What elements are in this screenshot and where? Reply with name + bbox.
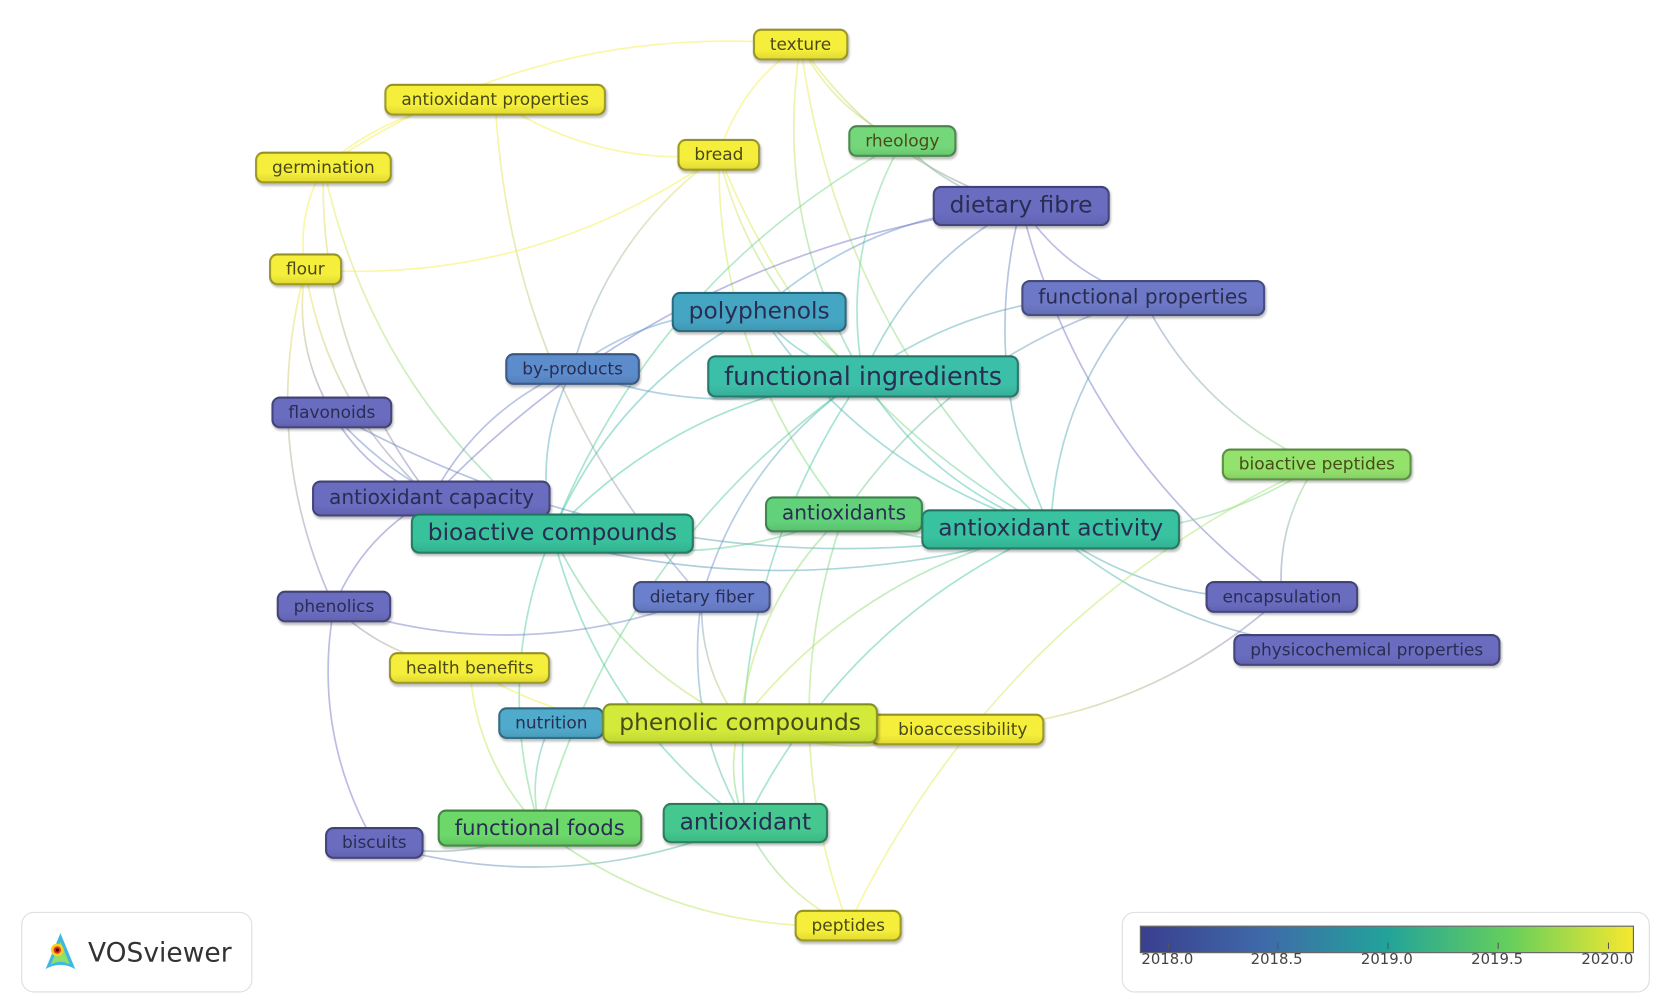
node-functional-foods[interactable]: functional foods xyxy=(437,809,642,847)
link-antioxidant-properties-to-bread xyxy=(494,98,719,158)
node-bioactive-peptides[interactable]: bioactive peptides xyxy=(1221,448,1412,481)
link-flour-to-bread xyxy=(305,154,720,273)
legend-tick: 2018.5 xyxy=(1250,942,1303,969)
link-flavonoids-to-antioxidant-activity xyxy=(331,411,1051,550)
node-nutrition[interactable]: nutrition xyxy=(498,707,605,740)
link-bioactive-compounds-to-functional-foods xyxy=(518,533,554,829)
node-biscuits[interactable]: biscuits xyxy=(325,827,424,859)
link-texture-to-germination xyxy=(322,40,801,169)
link-functional-foods-to-peptides xyxy=(539,827,849,927)
node-antioxidant-properties[interactable]: antioxidant properties xyxy=(384,83,606,116)
color-scale-bar xyxy=(1139,925,1634,954)
legend-tick: 2020.0 xyxy=(1581,942,1634,969)
node-antioxidants[interactable]: antioxidants xyxy=(764,496,924,533)
node-flavonoids[interactable]: flavonoids xyxy=(271,396,393,429)
vosviewer-logo: VOSviewer xyxy=(21,911,253,993)
node-functional-ingredients[interactable]: functional ingredients xyxy=(707,355,1019,398)
link-health-benefits-to-functional-foods xyxy=(468,667,541,829)
vosviewer-logo-icon xyxy=(45,933,76,970)
legend-tick: 2018.0 xyxy=(1141,942,1194,969)
link-functional-properties-to-bioactive-peptides xyxy=(1142,297,1318,466)
node-flour[interactable]: flour xyxy=(269,253,342,286)
link-rheology-to-bioactive-compounds xyxy=(551,140,903,534)
link-bioactive-peptides-to-encapsulation xyxy=(1280,463,1318,598)
link-phenolics-to-biscuits xyxy=(327,606,376,844)
node-antioxidant-capacity[interactable]: antioxidant capacity xyxy=(312,480,552,517)
link-texture-to-functional-ingredients xyxy=(792,44,864,377)
link-by-products-to-antioxidant-capacity xyxy=(430,368,573,499)
link-bread-to-by-products xyxy=(571,154,720,370)
link-functional-properties-to-antioxidants xyxy=(843,297,1144,515)
link-dietary-fibre-to-antioxidant-activity xyxy=(1004,205,1052,530)
legend-tick: 2019.0 xyxy=(1360,942,1413,969)
link-germination-to-antioxidant-capacity xyxy=(322,167,433,499)
node-functional-properties[interactable]: functional properties xyxy=(1021,280,1265,316)
node-physicochemical-properties[interactable]: physicochemical properties xyxy=(1233,634,1501,666)
node-antioxidant-activity[interactable]: antioxidant activity xyxy=(921,509,1181,549)
node-bioactive-compounds[interactable]: bioactive compounds xyxy=(410,513,695,554)
node-phenolic-compounds[interactable]: phenolic compounds xyxy=(602,703,878,744)
link-functional-ingredients-to-functional-foods xyxy=(538,375,864,829)
node-rheology[interactable]: rheology xyxy=(848,125,957,157)
legend-tick: 2019.5 xyxy=(1471,942,1524,969)
node-polyphenols[interactable]: polyphenols xyxy=(671,291,847,332)
node-health-benefits[interactable]: health benefits xyxy=(388,652,551,684)
node-germination[interactable]: germination xyxy=(255,151,392,184)
link-bioactive-compounds-to-antioxidant xyxy=(551,533,746,824)
link-functional-ingredients-to-dietary-fiber xyxy=(701,375,864,598)
link-flour-to-antioxidant-capacity xyxy=(304,269,433,499)
node-bioaccessibility[interactable]: bioaccessibility xyxy=(870,713,1045,746)
link-antioxidants-to-phenolic-compounds xyxy=(739,513,845,724)
link-rheology-to-functional-ingredients xyxy=(856,140,904,377)
link-dietary-fibre-to-encapsulation xyxy=(1020,205,1283,598)
link-flour-to-phenolics xyxy=(286,269,335,607)
vosviewer-logo-text: VOSviewer xyxy=(88,936,232,968)
link-germination-to-bioactive-compounds xyxy=(322,167,553,534)
node-texture[interactable]: texture xyxy=(752,28,849,61)
node-encapsulation[interactable]: encapsulation xyxy=(1205,581,1359,613)
link-bread-to-antioxidants xyxy=(718,154,845,515)
link-biscuits-to-antioxidant xyxy=(374,822,746,868)
node-bread[interactable]: bread xyxy=(677,138,761,171)
node-peptides[interactable]: peptides xyxy=(794,909,902,942)
color-legend: 2018.0 2018.5 2019.0 2019.5 2020.0 xyxy=(1121,911,1650,993)
node-phenolics[interactable]: phenolics xyxy=(276,590,392,623)
link-functional-properties-to-antioxidant-activity xyxy=(1049,297,1144,530)
node-antioxidant[interactable]: antioxidant xyxy=(662,802,829,843)
link-polyphenols-to-antioxidant-activity xyxy=(758,311,1052,530)
node-dietary-fibre[interactable]: dietary fibre xyxy=(932,185,1110,226)
node-dietary-fiber[interactable]: dietary fiber xyxy=(632,581,772,613)
link-antioxidant-activity-to-antioxidant xyxy=(744,528,1052,824)
link-polyphenols-to-bioactive-compounds xyxy=(551,310,760,534)
link-texture-to-antioxidant-activity xyxy=(799,44,1052,530)
link-bioaccessibility-to-encapsulation xyxy=(957,596,1283,731)
link-bioactive-compounds-to-phenolic-compounds xyxy=(551,532,741,724)
link-dietary-fibre-to-functional-ingredients xyxy=(862,204,1022,377)
link-flour-to-flavonoids xyxy=(301,269,333,413)
node-by-products[interactable]: by-products xyxy=(505,353,640,385)
link-bioactive-peptides-to-peptides xyxy=(847,463,1318,927)
